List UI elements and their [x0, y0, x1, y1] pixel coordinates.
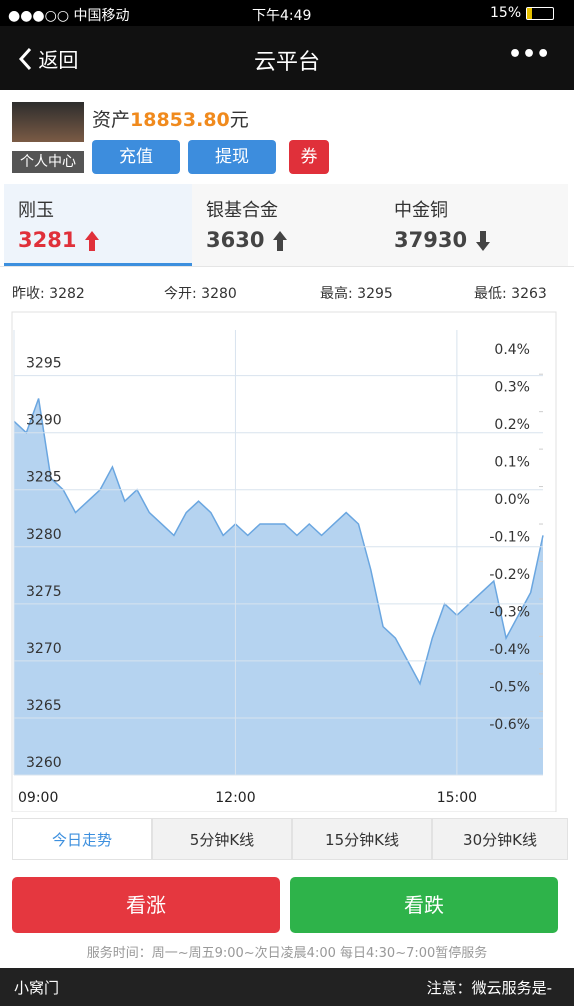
stat: 最高: 3295: [320, 283, 393, 303]
more-button[interactable]: •••: [508, 42, 551, 67]
stat-value: 3263: [511, 286, 547, 302]
y-tick-label: 3280: [26, 527, 62, 543]
deposit-button[interactable]: 充值: [92, 140, 180, 174]
clock: 下午4:49: [252, 8, 312, 24]
product-price: 3281: [18, 228, 77, 252]
product-tab[interactable]: 刚玉 3281: [4, 184, 192, 266]
stat: 最低: 3263: [474, 283, 547, 303]
fall-button[interactable]: 看跌: [290, 877, 558, 933]
battery-icon: [526, 7, 554, 20]
carrier: ●●●○○ 中国移动: [8, 8, 130, 24]
product-price: 3630: [206, 228, 265, 252]
y-tick-label: 3265: [26, 698, 62, 714]
x-tick-label: 09:00: [18, 790, 58, 806]
y-tick-label: 3260: [26, 755, 62, 771]
footer-left: 小窝门: [14, 979, 60, 997]
battery-level: 15%: [490, 5, 522, 21]
product-name: 中金铜: [394, 200, 448, 221]
y-tick-label: 3275: [26, 584, 62, 600]
period-tab[interactable]: 今日走势: [12, 818, 152, 860]
stat-label: 最低:: [474, 286, 507, 302]
back-label: 返回: [38, 48, 79, 72]
product-tab[interactable]: 中金铜 37930: [380, 184, 568, 266]
avatar: [12, 102, 84, 142]
stat-value: 3282: [49, 286, 85, 302]
stat: 今开: 3280: [164, 283, 237, 303]
divider: [0, 266, 574, 267]
back-button[interactable]: 返回: [18, 44, 78, 73]
trend-arrow: [476, 231, 491, 251]
asset: 资产18853.80元: [92, 105, 249, 132]
chart: 3295 3290 3285 3280 3275 3270 3265 3260 0.4% 0.3%…: [11, 311, 557, 812]
asset-value: 18853.80: [130, 109, 230, 131]
period-tab[interactable]: 15分钟K线: [292, 818, 432, 860]
product-name: 银基合金: [206, 200, 278, 221]
trend-arrow: [85, 231, 100, 251]
y2-tick-label: -0.6%: [489, 717, 530, 733]
back-icon: [18, 47, 32, 70]
service-hours: 服务时间：周一~周五9:00~次日凌晨4:00 每日4:30~7:00暂停服务: [86, 946, 488, 961]
product-name: 刚玉: [18, 200, 54, 221]
y-tick-label: 3290: [26, 413, 62, 429]
trend-arrow: [273, 231, 288, 251]
y2-tick-label: 0.2%: [494, 417, 530, 433]
stat-value: 3295: [357, 286, 393, 302]
y2-tick-label: 0.1%: [494, 455, 530, 471]
period-tab[interactable]: 5分钟K线: [152, 818, 292, 860]
footer-right: 注意：微云服务是-: [426, 979, 552, 997]
nav-bar: 返回 云平台 •••: [0, 26, 574, 90]
x-tick-label: 12:00: [215, 790, 255, 806]
status-bar: ●●●○○ 中国移动 下午4:49 15%: [0, 0, 574, 26]
y-tick-label: 3285: [26, 470, 62, 486]
y2-tick-label: 0.3%: [494, 380, 530, 396]
rise-button[interactable]: 看涨: [12, 877, 280, 933]
y-tick-label: 3295: [26, 356, 62, 372]
stat: 昨收: 3282: [12, 283, 85, 303]
y2-tick-label: -0.5%: [489, 679, 530, 695]
stat-label: 今开:: [164, 286, 197, 302]
arrow-shape: [85, 231, 100, 251]
product-price: 37930: [394, 228, 468, 252]
y2-tick-label: 0.4%: [494, 342, 530, 358]
y2-tick-label: -0.3%: [489, 604, 530, 620]
period-tab[interactable]: 30分钟K线: [432, 818, 568, 860]
stat-value: 3280: [201, 286, 237, 302]
product-tab[interactable]: 银基合金 3630: [192, 184, 380, 266]
y2-tick-label: -0.2%: [489, 567, 530, 583]
price-line: [13, 398, 544, 686]
stat-label: 最高:: [320, 286, 353, 302]
stat-label: 昨收:: [12, 286, 45, 302]
y-tick-label: 3270: [26, 641, 62, 657]
coupon-button[interactable]: 券: [289, 140, 329, 174]
x-tick-label: 15:00: [437, 790, 477, 806]
arrow-shape: [273, 231, 288, 251]
y2-tick-label: -0.1%: [489, 529, 530, 545]
nav-title: 云平台: [253, 50, 320, 75]
footer: 小窝门 注意：微云服务是-: [0, 968, 574, 1006]
y2-tick-label: -0.4%: [489, 642, 530, 658]
withdraw-button[interactable]: 提现: [188, 140, 276, 174]
asset-label: 资产: [92, 109, 131, 131]
price-area: [14, 398, 543, 775]
y2-tick-label: 0.0%: [494, 492, 530, 508]
arrow-shape: [476, 231, 491, 251]
profile-button[interactable]: 个人中心: [12, 151, 84, 173]
asset-unit: 元: [229, 109, 249, 131]
